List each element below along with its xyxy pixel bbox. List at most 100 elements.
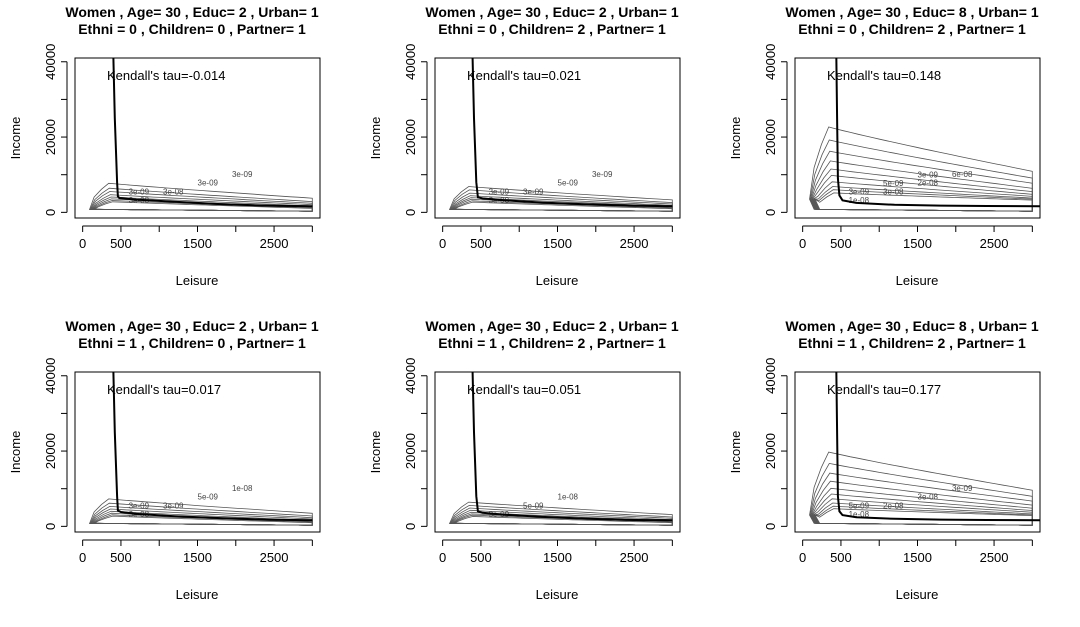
x-axis-label: Leisure <box>536 273 579 288</box>
y-tick-label: 40000 <box>43 358 58 394</box>
contour-line <box>813 502 1033 526</box>
y-axis-label: Income <box>368 117 383 160</box>
y-tick-label: 40000 <box>43 44 58 80</box>
series-line <box>112 372 313 522</box>
x-axis-label: Leisure <box>176 587 219 602</box>
plot-box <box>74 57 321 219</box>
y-tick-label: 20000 <box>403 433 418 469</box>
y-tick-label: 40000 <box>403 358 418 394</box>
y-axis-label: Income <box>728 117 743 160</box>
plot-area: 1e-08 2e-08 3e-08 3e-09 5e-09 <box>809 372 1040 526</box>
chart-svg: Women , Age= 30 , Educ= 8 , Urban= 1Ethn… <box>728 318 1041 602</box>
contour-label: 3e-09 <box>592 170 613 179</box>
x-axis-label: Leisure <box>536 587 579 602</box>
contour-label: 3e-09 <box>952 484 973 493</box>
y-axis-label: Income <box>728 431 743 474</box>
y-tick-label: 40000 <box>763 358 778 394</box>
contour-line <box>453 516 673 526</box>
chart-title: Women , Age= 30 , Educ= 2 , Urban= 1 <box>425 4 678 20</box>
contour-label: 2e-08 <box>918 179 939 188</box>
contour-label: 3e-08 <box>883 187 904 196</box>
kendall-tau-annotation: Kendall's tau=0.017 <box>107 382 221 397</box>
x-axis: 0 500 1500 2500 <box>79 225 313 251</box>
series-line <box>835 372 1040 522</box>
contour-label: 3e-09 <box>198 179 219 188</box>
chart-subtitle: Ethni = 1 , Children= 0 , Partner= 1 <box>78 335 306 351</box>
contour-label: 5e-09 <box>883 179 904 188</box>
y-axis: 0 20000 40000 <box>403 358 428 530</box>
contour-label: 1e-08 <box>849 510 870 519</box>
x-tick-label: 1500 <box>183 236 212 251</box>
chart-title: Women , Age= 30 , Educ= 2 , Urban= 1 <box>425 318 678 334</box>
x-tick-label: 1500 <box>183 550 212 565</box>
contour-line <box>93 515 313 526</box>
chart-subtitle: Ethni = 0 , Children= 2 , Partner= 1 <box>798 21 1026 37</box>
x-axis: 0 500 1500 2500 <box>439 225 673 251</box>
series-line <box>835 58 1040 208</box>
contour-label: 2e-08 <box>883 501 904 510</box>
x-tick-label: 1500 <box>543 236 572 251</box>
plot-box <box>434 371 681 533</box>
x-tick-label: 1500 <box>543 550 572 565</box>
y-axis: 0 20000 40000 <box>763 44 788 216</box>
contour-label: 3e-09 <box>489 188 510 197</box>
chart-title: Women , Age= 30 , Educ= 8 , Urban= 1 <box>785 318 1038 334</box>
x-axis-label: Leisure <box>896 273 939 288</box>
contour-label: 3e-09 <box>849 188 870 197</box>
contour-label: 3e-09 <box>918 170 939 179</box>
y-tick-label: 40000 <box>403 44 418 80</box>
x-tick-label: 2500 <box>260 236 289 251</box>
contour-label: 3e-09 <box>232 170 253 179</box>
series-line <box>471 372 673 522</box>
chart-title: Women , Age= 30 , Educ= 2 , Urban= 1 <box>65 4 318 20</box>
x-axis-label: Leisure <box>896 587 939 602</box>
chart-svg: Women , Age= 30 , Educ= 2 , Urban= 1Ethn… <box>8 4 321 288</box>
y-tick-label: 20000 <box>403 119 418 155</box>
x-tick-label: 500 <box>110 550 132 565</box>
chart-svg: Women , Age= 30 , Educ= 2 , Urban= 1Ethn… <box>368 318 681 602</box>
contour-label: 3e-09 <box>523 187 544 196</box>
plot-box <box>434 57 681 219</box>
y-tick-label: 20000 <box>763 119 778 155</box>
contour-label: 6e-08 <box>952 170 973 179</box>
y-tick-label: 0 <box>43 523 58 530</box>
x-tick-label: 0 <box>799 236 806 251</box>
y-axis: 0 20000 40000 <box>43 44 68 216</box>
x-tick-label: 0 <box>439 550 446 565</box>
plot-box <box>74 371 321 533</box>
contour-label: 1e-08 <box>232 484 253 493</box>
x-tick-label: 0 <box>439 236 446 251</box>
contour-line <box>93 201 313 212</box>
x-axis: 0 500 1500 2500 <box>799 225 1033 251</box>
y-tick-label: 0 <box>403 209 418 216</box>
x-tick-label: 0 <box>799 550 806 565</box>
chart-panel-3: Women , Age= 30 , Educ= 8 , Urban= 1 Ethn… <box>720 0 1080 313</box>
x-tick-label: 500 <box>830 550 852 565</box>
chart-svg: Women , Age= 30 , Educ= 2 , Urban= 1Ethn… <box>8 318 321 602</box>
x-tick-label: 2500 <box>980 236 1009 251</box>
plot-box <box>794 371 1041 533</box>
y-tick-label: 20000 <box>763 433 778 469</box>
kendall-tau-annotation: Kendall's tau=0.051 <box>467 382 581 397</box>
x-axis: 0 500 1500 2500 <box>439 539 673 565</box>
contour-label: 5e-09 <box>523 501 544 510</box>
contour-label: 1e-08 <box>558 493 579 502</box>
y-tick-label: 0 <box>43 209 58 216</box>
contour-label: 5e-09 <box>198 493 219 502</box>
y-axis-label: Income <box>368 431 383 474</box>
contour-label: 3e-09 <box>163 501 184 510</box>
x-tick-label: 2500 <box>620 550 649 565</box>
y-tick-label: 0 <box>763 209 778 216</box>
contour-line <box>809 126 1033 212</box>
chart-title: Women , Age= 30 , Educ= 2 , Urban= 1 <box>65 318 318 334</box>
x-tick-label: 0 <box>79 236 86 251</box>
x-axis-label: Leisure <box>176 273 219 288</box>
chart-svg: Women , Age= 30 , Educ= 8 , Urban= 1Ethn… <box>728 4 1041 288</box>
contour-label: 3e-08 <box>163 187 184 196</box>
series-line <box>471 58 673 208</box>
x-tick-label: 0 <box>79 550 86 565</box>
contour-label: 3e-09 <box>129 188 150 197</box>
